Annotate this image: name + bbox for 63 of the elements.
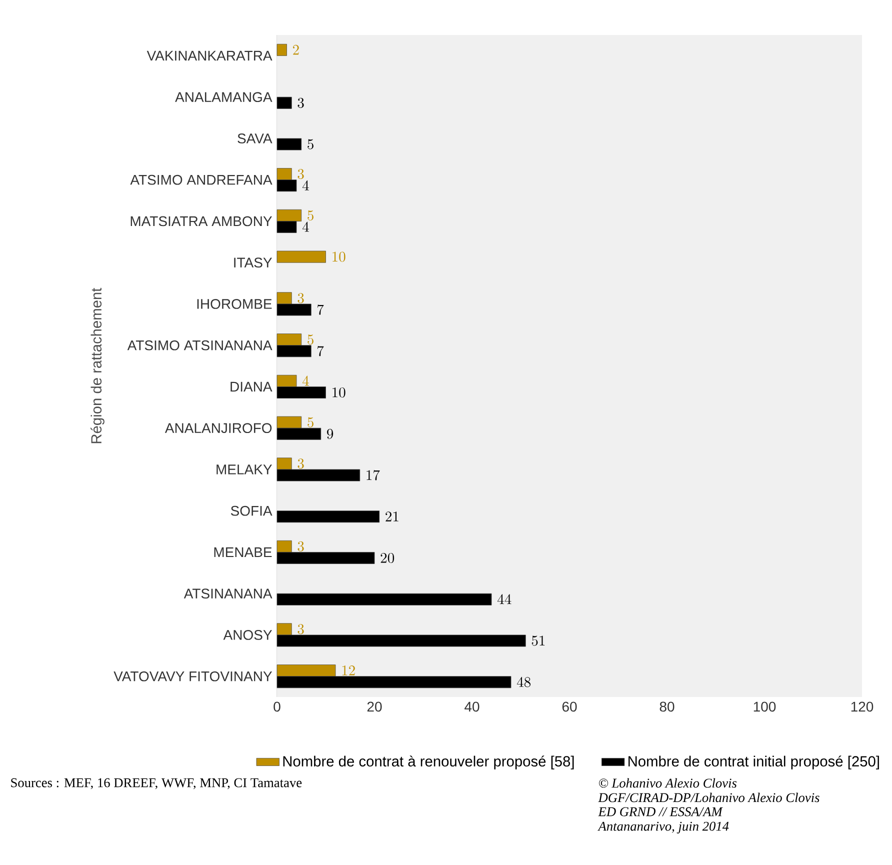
bar <box>276 96 292 109</box>
data-label: 7 <box>317 346 324 356</box>
data-label: 5 <box>308 334 314 345</box>
y-tick-label: ANALANJIROFO <box>164 423 272 434</box>
text: DGF/CIRAD-DP/Lohanivo Alexio Clovis <box>598 792 820 802</box>
data-label: 3 <box>298 458 304 469</box>
text: © Lohanivo Alexio Clovis <box>599 778 737 788</box>
x-tick-label: 100 <box>754 702 776 712</box>
source-note: Sources : MEF, 16 DREEF, WWF, MNP, CI Tamatave <box>11 778 302 790</box>
y-tick-label: ITASY <box>234 258 272 268</box>
data-label: 17 <box>366 470 380 480</box>
legend-label: Nombre de contrat à renouveler proposé [58] <box>283 756 574 770</box>
data-label: 4 <box>302 222 309 232</box>
x-tick-label: 40 <box>464 702 480 712</box>
data-label: 7 <box>317 304 324 315</box>
data-label: 48 <box>516 676 531 688</box>
x-tick-label: 120 <box>851 702 874 712</box>
y-tick-label: MELAKY <box>216 464 272 474</box>
x-tick-label: 20 <box>367 702 382 712</box>
data-label: 20 <box>380 552 394 564</box>
data-label: 10 <box>332 387 346 398</box>
x-tick-label: 60 <box>562 702 577 712</box>
data-label: 3 <box>298 98 304 108</box>
data-label: 3 <box>298 624 304 634</box>
bar <box>276 510 380 523</box>
y-tick-label: SOFIA <box>230 506 272 516</box>
y-tick-label: SAVA <box>238 134 272 144</box>
bar <box>276 44 287 56</box>
y-tick-label: MATSIATRA AMBONY <box>130 216 272 226</box>
y-tick-label: ATSIMO ATSINANANA <box>127 340 272 350</box>
data-label: 3 <box>298 169 304 180</box>
text: Antananarivo, juin 2014 <box>598 822 729 834</box>
x-tick-label: 80 <box>660 702 674 712</box>
data-label: 44 <box>497 594 512 604</box>
data-label: 5 <box>308 139 314 150</box>
y-tick-label: VAKINANKARATRA <box>146 50 272 61</box>
data-label: 4 <box>302 376 309 386</box>
y-tick-label: ATSINANANA <box>184 588 272 599</box>
data-label: 51 <box>532 636 545 646</box>
text: ED GRND // ESSA/AM <box>598 807 723 816</box>
data-label: 10 <box>332 252 346 262</box>
y-tick-label: IHOROMBE <box>197 299 272 309</box>
data-label: 3 <box>298 293 304 304</box>
y-tick-label: ATSIMO ANDREFANA <box>130 174 272 185</box>
bar <box>276 593 492 606</box>
legend-label: Nombre de contrat initial proposé [250] <box>628 756 879 770</box>
data-label: 3 <box>298 541 304 552</box>
y-tick-label: MENABE <box>214 547 272 558</box>
data-label: 4 <box>302 180 309 190</box>
y-axis-title: Région de rattachement <box>90 288 104 444</box>
data-label: 2 <box>293 44 299 55</box>
y-tick-label: ANALAMANGA <box>175 92 272 102</box>
x-tick-label: 0 <box>274 702 280 712</box>
data-label: 5 <box>308 210 314 220</box>
bar <box>276 250 326 263</box>
data-label: 12 <box>342 666 355 676</box>
data-label: 9 <box>327 428 334 439</box>
y-tick-label: VATOVAVY FITOVINANY <box>114 671 272 682</box>
y-tick-label: DIANA <box>230 382 272 392</box>
bar <box>276 138 302 150</box>
y-tick-label: ANOSY <box>223 630 272 640</box>
data-label: 5 <box>308 417 314 428</box>
data-label: 21 <box>386 512 398 522</box>
